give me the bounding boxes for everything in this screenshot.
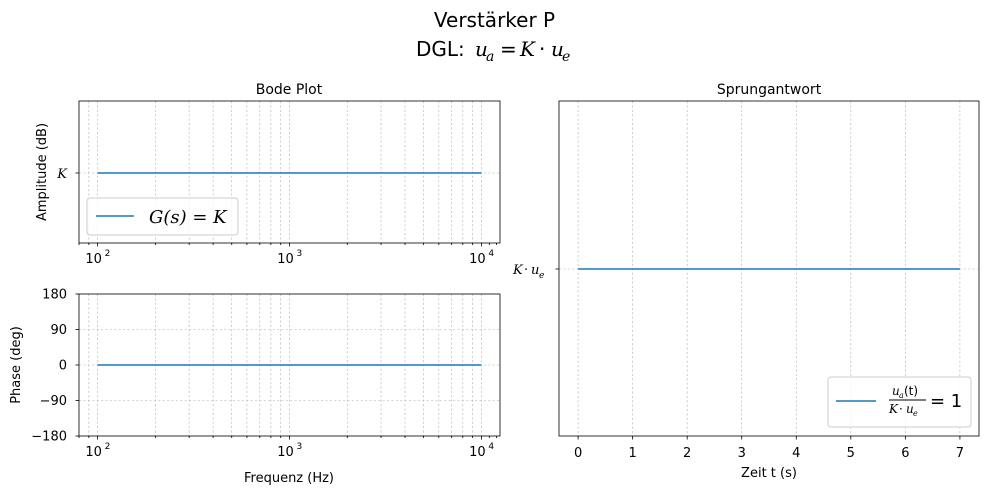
phase-x-tick-label-base: 10 <box>85 445 102 460</box>
step-xtick-label: 2 <box>683 446 691 461</box>
subtitle-equals: = <box>500 37 517 61</box>
subtitle-u2: u <box>551 37 564 61</box>
amplitude-ytick-label-K: K <box>56 167 68 182</box>
amplitude-grid <box>88 101 482 243</box>
amplitude-plot: Bode Plot 10 2 10 3 10 4 K Amplitude (dB) G(s… <box>35 82 501 267</box>
legend-eq: = 1 <box>930 391 962 412</box>
step-ytick-dot: · <box>524 263 528 278</box>
amplitude-legend-label: G(s) = K <box>149 207 228 228</box>
amplitude-x-ticks: 10 2 10 3 10 4 <box>78 243 497 267</box>
step-ytick-sub: e <box>539 271 544 281</box>
step-xtick-label: 7 <box>956 446 964 461</box>
step-title: Sprungantwort <box>717 82 822 98</box>
legend-den-sub: e <box>913 409 918 418</box>
subtitle-dot: · <box>539 37 545 61</box>
phase-ytick-label: −180 <box>31 430 67 445</box>
phase-x-tick-label-exp: 4 <box>488 442 494 452</box>
phase-ytick-label: 90 <box>50 323 67 338</box>
step-xlabel: Zeit t (s) <box>741 466 797 481</box>
subtitle-prefix: DGL: <box>416 37 465 61</box>
phase-x-tick-label-base: 10 <box>469 445 486 460</box>
figure-title: Verstärker P <box>434 8 555 32</box>
step-ytick-K: K <box>512 263 524 278</box>
figure-subtitle: DGL: u a = K · u e <box>416 37 570 65</box>
phase-ytick-label: 0 <box>59 359 67 374</box>
phase-x-ticks: 10 2 10 3 10 4 <box>78 436 497 460</box>
step-xtick-label: 0 <box>574 446 582 461</box>
subtitle-K: K <box>519 37 536 61</box>
step-xtick-label: 1 <box>628 446 636 461</box>
phase-x-tick-label-base: 10 <box>277 445 294 460</box>
subtitle-u: u <box>475 37 488 61</box>
amplitude-x-tick-label-exp: 4 <box>488 249 494 259</box>
legend-num-u: u <box>892 384 900 398</box>
phase-y-ticks: 180 90 0 −90 −180 <box>31 288 79 445</box>
step-axes-frame <box>558 100 980 437</box>
phase-ytick-label: −90 <box>40 394 67 409</box>
amplitude-title: Bode Plot <box>256 82 323 98</box>
subtitle-sub-e: e <box>562 49 570 65</box>
legend-num-sub: a <box>899 391 904 400</box>
step-legend: u a (t) K · u e = 1 <box>827 376 972 428</box>
legend-num-rest: (t) <box>904 384 918 398</box>
amplitude-x-tick-label-base: 10 <box>469 252 486 267</box>
step-x-ticks: 0 1 2 3 4 5 6 7 <box>574 436 964 461</box>
step-ytick-label: K · u e <box>512 263 544 281</box>
phase-ylabel: Phase (deg) <box>9 326 24 404</box>
amplitude-x-tick-label-exp: 2 <box>105 249 111 259</box>
phase-xlabel: Frequenz (Hz) <box>244 471 334 486</box>
amplitude-legend-box <box>86 197 239 236</box>
phase-ytick-label: 180 <box>42 288 67 303</box>
step-ytick-u: u <box>531 263 539 278</box>
step-plot: Sprungantwort 0 1 2 3 4 5 6 7 K · u e Zeit t (s… <box>512 82 980 481</box>
amplitude-x-tick-label-base: 10 <box>85 252 102 267</box>
amplitude-x-tick-label-base: 10 <box>277 252 294 267</box>
step-xtick-label: 4 <box>792 446 800 461</box>
step-legend-label: u a (t) K · u e = 1 <box>888 384 962 418</box>
step-legend-box <box>827 376 972 428</box>
legend-den-u: u <box>906 402 914 416</box>
step-xtick-label: 3 <box>738 446 746 461</box>
amplitude-legend: G(s) = K <box>86 197 239 236</box>
phase-x-tick-label-exp: 3 <box>297 442 303 452</box>
subtitle-sub-a: a <box>486 49 494 65</box>
amplitude-x-tick-label-exp: 3 <box>297 249 303 259</box>
legend-den-dot: · <box>899 402 903 416</box>
phase-x-tick-label-exp: 2 <box>105 442 111 452</box>
legend-den-K: K <box>888 402 899 416</box>
step-xtick-label: 6 <box>901 446 909 461</box>
step-xtick-label: 5 <box>847 446 855 461</box>
amplitude-ylabel: Amplitude (dB) <box>35 123 50 221</box>
